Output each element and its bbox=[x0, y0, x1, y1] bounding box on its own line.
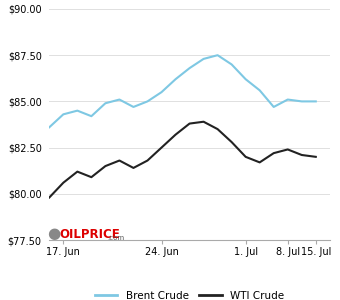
Text: ●: ● bbox=[48, 226, 61, 242]
Text: OILPRICE: OILPRICE bbox=[59, 229, 120, 242]
Text: .com: .com bbox=[107, 235, 124, 241]
Legend: Brent Crude, WTI Crude: Brent Crude, WTI Crude bbox=[90, 287, 289, 300]
